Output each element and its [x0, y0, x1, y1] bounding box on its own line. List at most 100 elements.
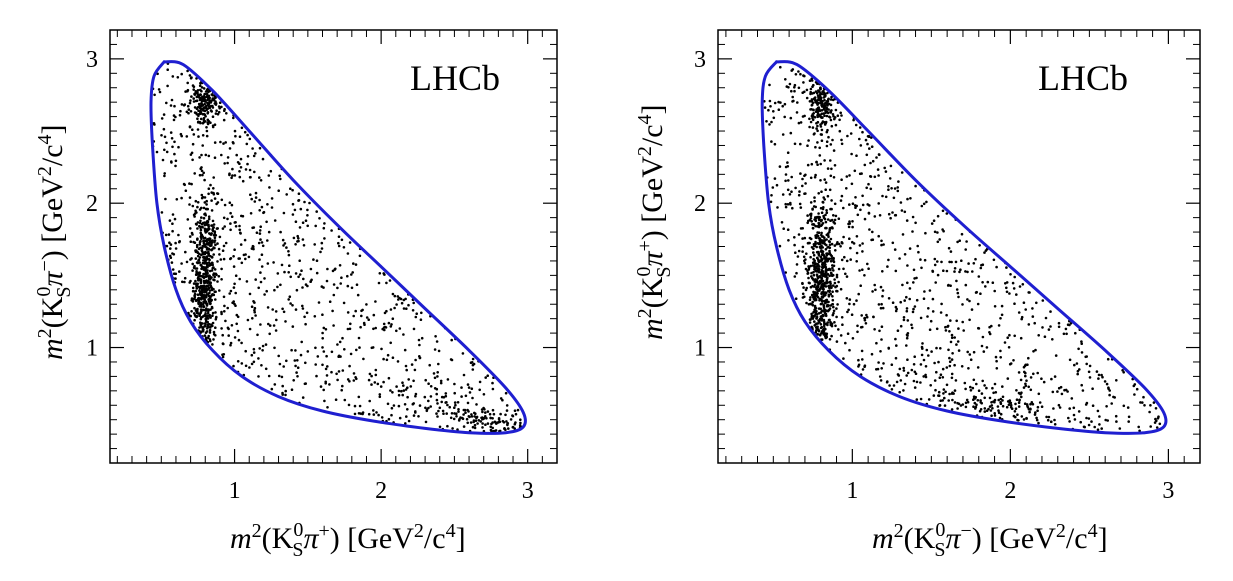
data-point	[229, 257, 232, 261]
data-point	[919, 363, 923, 366]
data-point	[840, 142, 844, 146]
data-point	[398, 327, 402, 330]
data-point	[834, 108, 838, 112]
data-point	[788, 193, 792, 196]
data-point	[321, 337, 325, 340]
data-point	[453, 382, 456, 386]
data-point	[791, 68, 795, 71]
data-point	[177, 233, 180, 237]
data-point	[1023, 370, 1026, 374]
data-point	[946, 284, 950, 287]
data-point	[173, 104, 176, 108]
data-point	[469, 361, 473, 365]
data-point	[816, 288, 820, 291]
data-point	[240, 261, 244, 265]
data-point	[484, 411, 487, 414]
data-point	[396, 360, 400, 363]
data-point	[349, 352, 353, 356]
data-point	[200, 89, 203, 93]
data-point	[847, 308, 850, 312]
data-point	[412, 414, 416, 417]
data-point	[302, 277, 305, 281]
data-point	[909, 197, 912, 200]
data-point	[207, 90, 210, 94]
data-point	[382, 326, 386, 329]
data-point	[919, 381, 922, 384]
data-point	[814, 90, 818, 93]
data-point	[326, 406, 329, 409]
data-point	[784, 78, 787, 81]
data-point	[806, 144, 809, 147]
data-point	[884, 170, 888, 173]
data-point	[473, 415, 477, 418]
data-point	[821, 99, 824, 103]
data-point	[838, 118, 841, 122]
data-point	[992, 258, 996, 262]
data-point	[233, 129, 237, 133]
data-point	[961, 303, 964, 306]
data-point	[1040, 377, 1043, 381]
data-point	[179, 109, 182, 113]
data-point	[818, 98, 821, 102]
data-point	[203, 261, 206, 265]
data-point	[794, 73, 798, 76]
data-point	[252, 154, 256, 158]
data-point	[1057, 321, 1061, 325]
data-point	[245, 142, 249, 146]
data-point	[815, 122, 818, 125]
data-point	[223, 203, 227, 207]
data-point	[290, 348, 293, 352]
data-point	[988, 331, 991, 334]
data-point	[873, 283, 876, 287]
data-point	[817, 212, 820, 215]
data-point	[464, 411, 467, 415]
data-point	[781, 133, 785, 136]
data-point	[911, 310, 915, 314]
data-point	[391, 292, 395, 296]
data-point	[203, 223, 207, 227]
data-point	[832, 305, 835, 309]
data-point	[828, 246, 832, 250]
data-point	[922, 297, 926, 301]
data-point	[414, 410, 417, 413]
data-point	[829, 207, 832, 211]
data-point	[888, 384, 891, 387]
data-point	[830, 274, 834, 278]
data-point	[380, 416, 384, 419]
data-point	[1036, 409, 1039, 413]
data-point	[828, 257, 831, 261]
data-point	[814, 313, 818, 316]
data-point	[387, 376, 391, 380]
data-point	[184, 250, 187, 254]
data-point	[896, 189, 900, 193]
data-point	[854, 123, 858, 127]
data-point	[297, 199, 300, 202]
data-point	[889, 216, 892, 220]
data-point	[461, 416, 464, 420]
data-point	[913, 386, 917, 389]
data-point	[865, 315, 869, 319]
data-point	[932, 219, 936, 222]
data-point	[976, 366, 980, 369]
data-point	[969, 389, 973, 392]
data-point	[260, 253, 264, 256]
data-point	[1068, 323, 1071, 327]
data-point	[993, 400, 996, 404]
data-point	[975, 403, 978, 407]
data-point	[258, 209, 262, 212]
data-point	[249, 175, 252, 179]
data-point	[337, 370, 341, 373]
data-point	[397, 404, 401, 408]
data-point	[220, 267, 223, 271]
data-point	[499, 412, 502, 416]
data-point	[211, 124, 215, 127]
data-point	[835, 273, 839, 277]
data-point	[859, 144, 863, 147]
data-point	[818, 333, 822, 337]
data-point	[386, 402, 390, 406]
data-point	[799, 227, 803, 230]
data-point	[315, 210, 319, 213]
data-point	[921, 342, 924, 345]
data-point	[214, 298, 217, 301]
data-point	[250, 247, 254, 250]
